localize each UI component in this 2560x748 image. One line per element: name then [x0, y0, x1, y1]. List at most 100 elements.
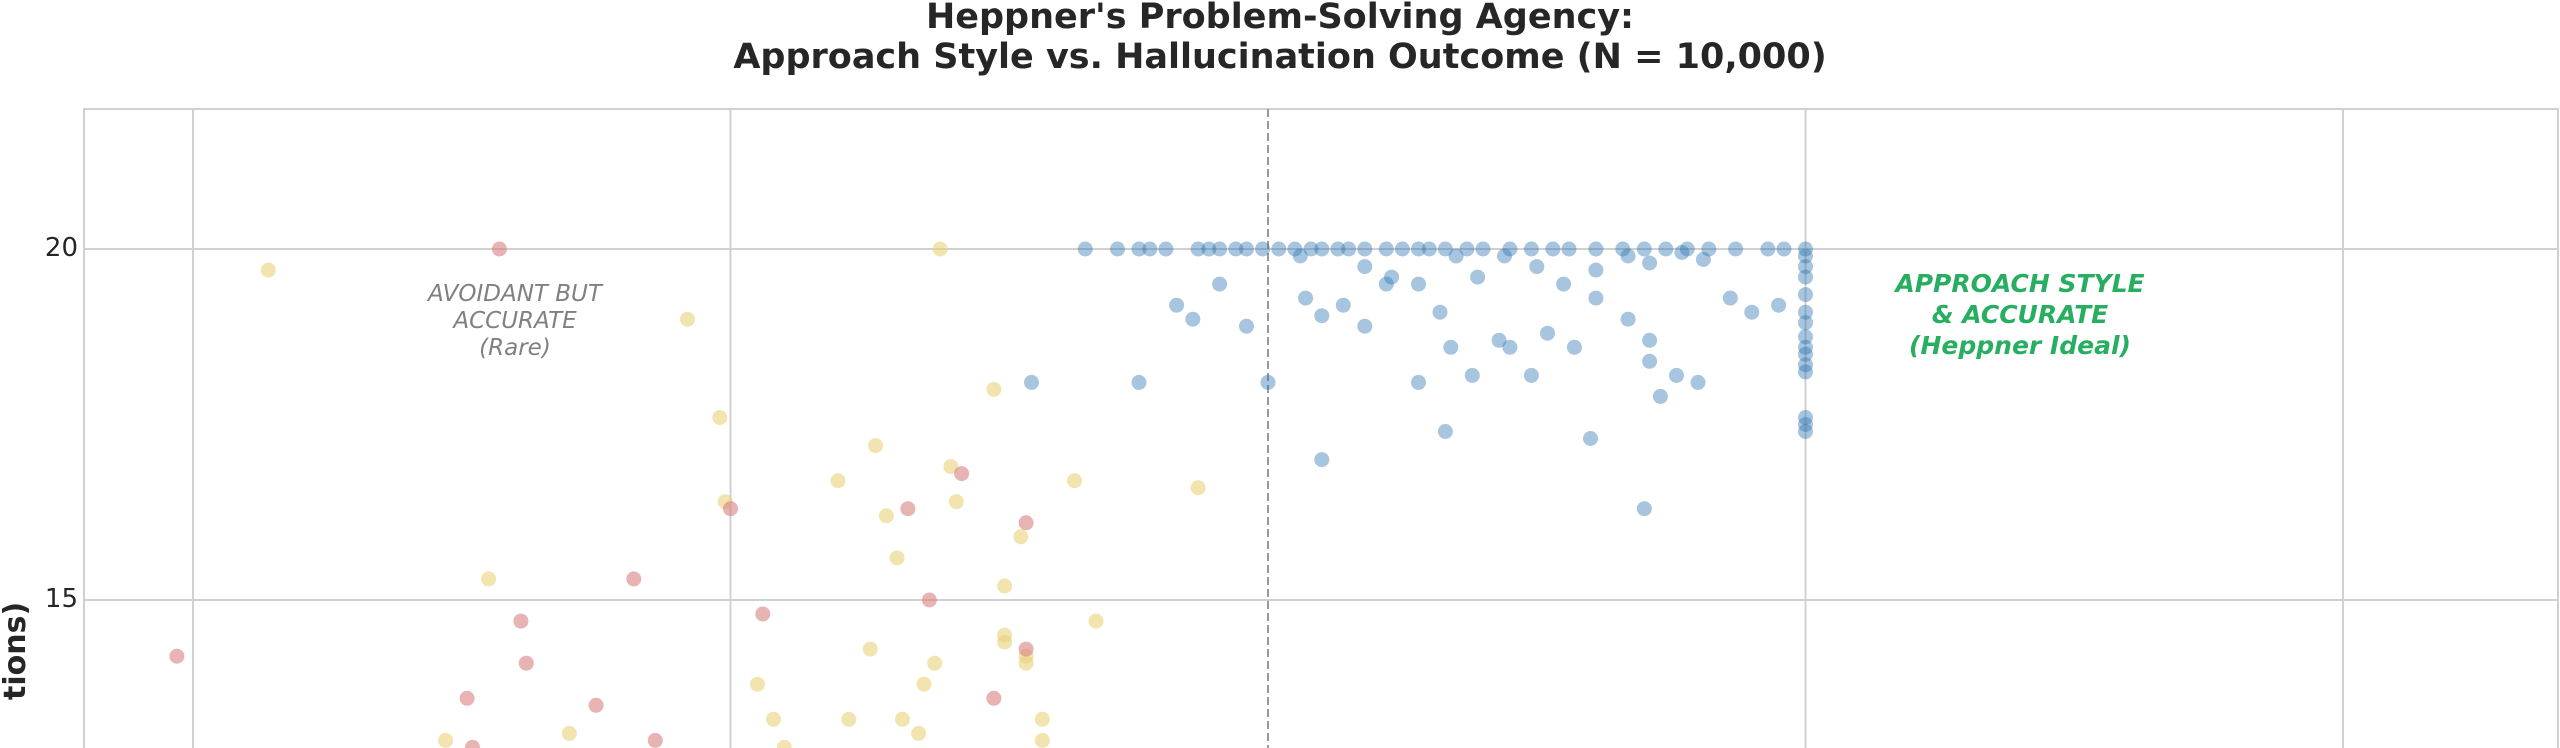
data-point — [1642, 332, 1658, 348]
data-point — [1357, 259, 1373, 275]
data-point — [1636, 501, 1652, 517]
data-point — [1239, 318, 1254, 334]
data-point — [1497, 248, 1512, 264]
data-point — [1169, 297, 1185, 313]
data-point — [1620, 248, 1636, 264]
data-point — [1776, 241, 1792, 257]
data-point — [1566, 339, 1582, 355]
data-point — [1260, 374, 1276, 390]
data-point — [1561, 241, 1577, 257]
data-point — [1314, 452, 1330, 468]
data-point — [465, 739, 480, 748]
data-point — [1437, 424, 1453, 439]
annotation-avoidant-accurate: AVOIDANT BUT ACCURATE (Rare) — [395, 281, 635, 362]
data-point — [1620, 311, 1636, 327]
data-point — [588, 697, 604, 713]
data-point — [1674, 245, 1690, 260]
annotation-avoidant-line2: ACCURATE — [453, 308, 577, 334]
data-point — [1335, 297, 1351, 313]
data-point — [1556, 276, 1572, 292]
data-point — [1669, 367, 1684, 383]
data-point — [1701, 241, 1717, 257]
data-point — [1212, 276, 1228, 292]
data-point — [1771, 297, 1787, 313]
data-point — [1722, 290, 1738, 306]
data-point — [1298, 290, 1314, 306]
data-point — [1077, 241, 1093, 257]
data-point — [830, 473, 846, 489]
data-point — [1018, 641, 1034, 657]
data-point — [900, 501, 916, 517]
data-point — [1658, 241, 1674, 257]
data-point — [1798, 329, 1813, 345]
data-point — [1523, 367, 1539, 383]
data-point — [1378, 276, 1394, 292]
data-point — [1131, 374, 1147, 390]
data-point — [1798, 424, 1813, 439]
data-point — [1798, 304, 1813, 320]
ytick-15: 15 — [44, 584, 78, 614]
data-point — [986, 690, 1002, 706]
data-point — [1798, 241, 1813, 257]
data-point — [1292, 248, 1308, 264]
data-point — [1470, 269, 1486, 285]
data-point — [1314, 241, 1330, 257]
data-point — [1491, 332, 1507, 348]
data-point — [1798, 269, 1813, 285]
data-point — [169, 648, 185, 664]
data-point — [1798, 248, 1813, 264]
data-point — [1588, 241, 1604, 257]
data-point — [1018, 655, 1034, 671]
data-point — [1798, 364, 1813, 380]
data-point — [954, 466, 970, 482]
data-point — [1679, 241, 1695, 257]
data-point — [895, 711, 910, 727]
data-point — [1798, 410, 1813, 425]
data-point — [1394, 241, 1410, 257]
data-point — [932, 241, 948, 257]
data-point — [1798, 357, 1813, 373]
data-point — [1255, 241, 1271, 257]
ytick-20: 20 — [44, 233, 78, 263]
data-point — [1411, 241, 1426, 257]
data-point — [927, 655, 943, 671]
data-point — [878, 508, 894, 524]
data-point — [911, 725, 927, 741]
data-point — [1411, 374, 1426, 390]
data-point — [1013, 529, 1029, 545]
data-point — [997, 634, 1013, 650]
data-point — [1798, 287, 1813, 303]
data-point — [1190, 480, 1206, 496]
data-point — [1190, 241, 1206, 257]
data-point — [518, 655, 534, 671]
data-point — [1502, 339, 1518, 355]
data-point — [1583, 431, 1598, 446]
annotation-approach-line1: APPROACH STYLE — [1895, 269, 2145, 298]
data-point — [1728, 241, 1744, 257]
annotation-approach-line3: (Heppner Ideal) — [1909, 331, 2131, 360]
data-point — [1545, 241, 1561, 257]
data-point — [1744, 304, 1760, 320]
plot-frame — [83, 108, 2559, 748]
data-point — [1475, 241, 1491, 257]
data-point — [1421, 241, 1437, 257]
data-point — [916, 676, 932, 692]
data-point — [1330, 241, 1346, 257]
data-point — [1110, 241, 1125, 257]
data-point — [1357, 318, 1373, 334]
data-point — [438, 732, 454, 748]
data-point — [1228, 241, 1244, 257]
data-point — [1314, 308, 1330, 324]
data-point — [1459, 241, 1475, 257]
data-point — [1378, 241, 1394, 257]
data-point — [1142, 241, 1158, 257]
data-point — [680, 311, 695, 327]
data-point — [1642, 353, 1658, 369]
data-point — [1615, 241, 1631, 257]
data-point — [1034, 711, 1050, 727]
data-point — [626, 571, 642, 587]
data-point — [1437, 241, 1453, 257]
data-point — [1636, 241, 1652, 257]
data-point — [561, 725, 577, 741]
